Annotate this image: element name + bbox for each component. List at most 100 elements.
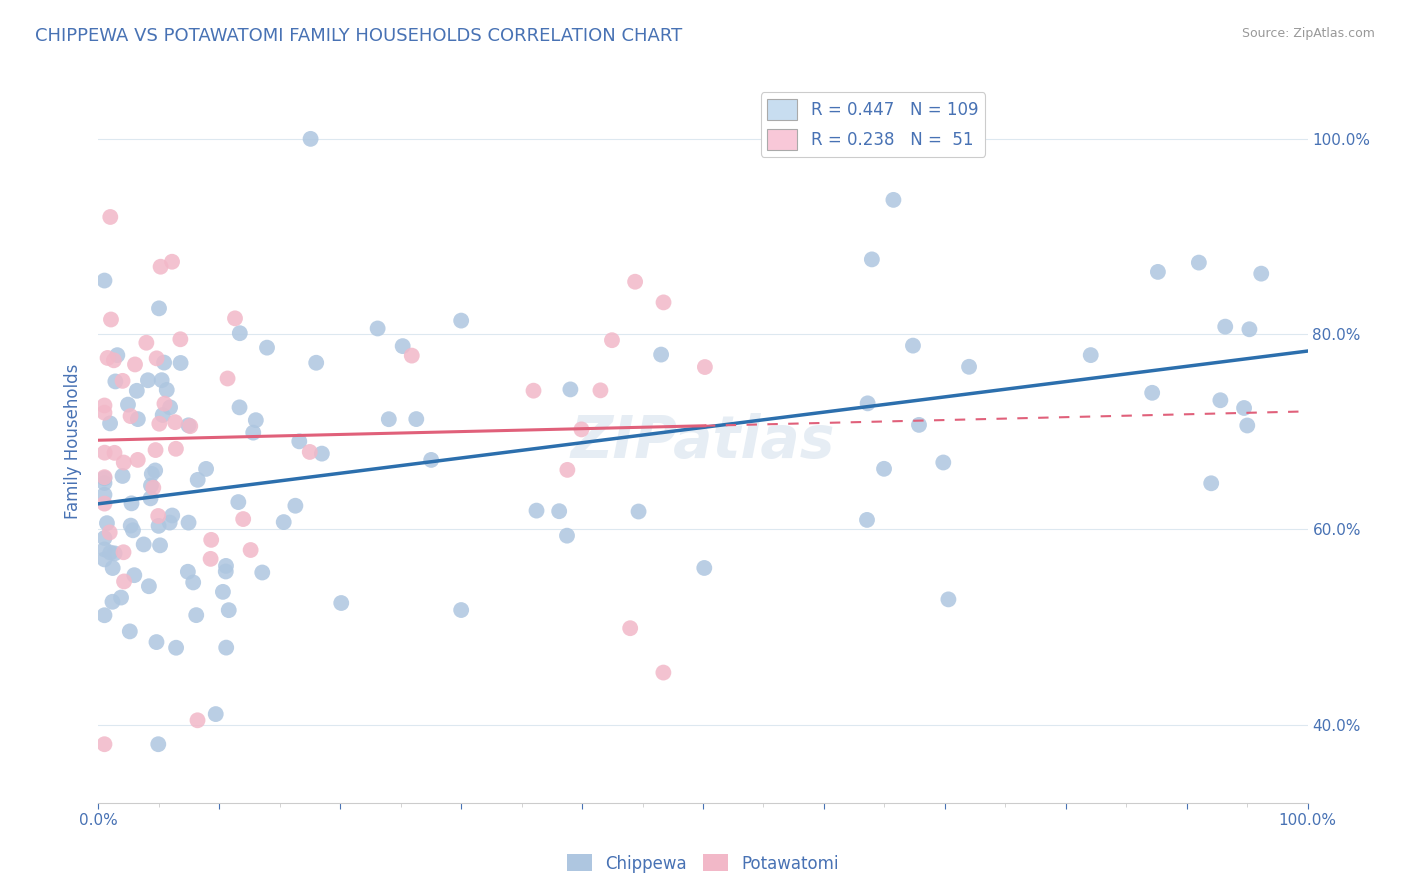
Point	[93, 497, 115, 511]
Point	[112, 545, 135, 559]
Point	[124, 358, 146, 372]
Point	[118, 624, 141, 639]
Point	[141, 467, 163, 481]
Point	[1236, 418, 1258, 433]
Point	[200, 552, 222, 566]
Point	[938, 592, 960, 607]
Point	[149, 538, 172, 552]
Point	[560, 383, 582, 397]
Point	[239, 543, 262, 558]
Point	[212, 585, 235, 599]
Point	[860, 252, 883, 267]
Point	[105, 348, 128, 362]
Text: ZIPatlas: ZIPatlas	[571, 413, 835, 470]
Point	[367, 321, 389, 335]
Point	[228, 401, 250, 415]
Point	[150, 373, 173, 387]
Point	[273, 515, 295, 529]
Point	[112, 574, 135, 589]
Point	[153, 397, 176, 411]
Point	[159, 401, 181, 415]
Point	[229, 326, 252, 341]
Point	[100, 545, 122, 559]
Point	[330, 596, 353, 610]
Point	[111, 374, 134, 388]
Point	[93, 274, 115, 288]
Point	[1250, 267, 1272, 281]
Point	[104, 546, 127, 560]
Point	[228, 495, 250, 509]
Point	[224, 311, 246, 326]
Point	[932, 455, 955, 469]
Point	[148, 737, 170, 751]
Point	[1213, 319, 1236, 334]
Point	[152, 408, 174, 422]
Point	[526, 503, 548, 517]
Point	[96, 516, 118, 530]
Point	[120, 518, 142, 533]
Point	[112, 456, 135, 470]
Point	[215, 640, 238, 655]
Point	[288, 434, 311, 449]
Point	[450, 603, 472, 617]
Point	[650, 348, 672, 362]
Point	[204, 707, 226, 722]
Point	[117, 398, 139, 412]
Point	[135, 335, 157, 350]
Y-axis label: Family Households: Family Households	[65, 364, 83, 519]
Point	[93, 475, 115, 490]
Legend: R = 0.447   N = 109, R = 0.238   N =  51: R = 0.447 N = 109, R = 0.238 N = 51	[761, 92, 984, 157]
Point	[571, 422, 593, 436]
Point	[93, 542, 115, 557]
Point	[177, 565, 200, 579]
Point	[181, 575, 204, 590]
Point	[143, 463, 166, 477]
Point	[145, 351, 167, 366]
Point	[378, 412, 401, 426]
Point	[195, 462, 218, 476]
Point	[165, 442, 187, 456]
Point	[93, 445, 115, 459]
Point	[401, 349, 423, 363]
Point	[555, 529, 578, 543]
Point	[148, 519, 170, 533]
Point	[165, 415, 187, 429]
Text: CHIPPEWA VS POTAWATOMI FAMILY HOUSEHOLDS CORRELATION CHART: CHIPPEWA VS POTAWATOMI FAMILY HOUSEHOLDS…	[35, 27, 682, 45]
Point	[177, 516, 200, 530]
Point	[186, 714, 208, 728]
Point	[627, 504, 650, 518]
Point	[93, 608, 115, 623]
Point	[187, 473, 209, 487]
Point	[856, 513, 879, 527]
Point	[856, 396, 879, 410]
Point	[232, 512, 254, 526]
Point	[122, 523, 145, 537]
Point	[139, 491, 162, 506]
Point	[101, 595, 124, 609]
Point	[589, 384, 612, 398]
Point	[186, 608, 208, 623]
Point	[145, 635, 167, 649]
Point	[132, 537, 155, 551]
Point	[136, 373, 159, 387]
Point	[148, 508, 170, 523]
Point	[1080, 348, 1102, 362]
Point	[93, 470, 115, 484]
Point	[165, 640, 187, 655]
Point	[149, 260, 172, 274]
Point	[242, 425, 264, 440]
Point	[98, 210, 121, 224]
Point	[619, 621, 641, 635]
Point	[169, 356, 191, 370]
Point	[100, 312, 122, 326]
Point	[111, 469, 134, 483]
Point	[218, 603, 240, 617]
Point	[110, 591, 132, 605]
Point	[215, 558, 238, 573]
Point	[177, 418, 200, 433]
Point	[179, 419, 201, 434]
Point	[93, 737, 115, 751]
Point	[600, 333, 623, 347]
Point	[450, 313, 472, 327]
Point	[908, 417, 931, 432]
